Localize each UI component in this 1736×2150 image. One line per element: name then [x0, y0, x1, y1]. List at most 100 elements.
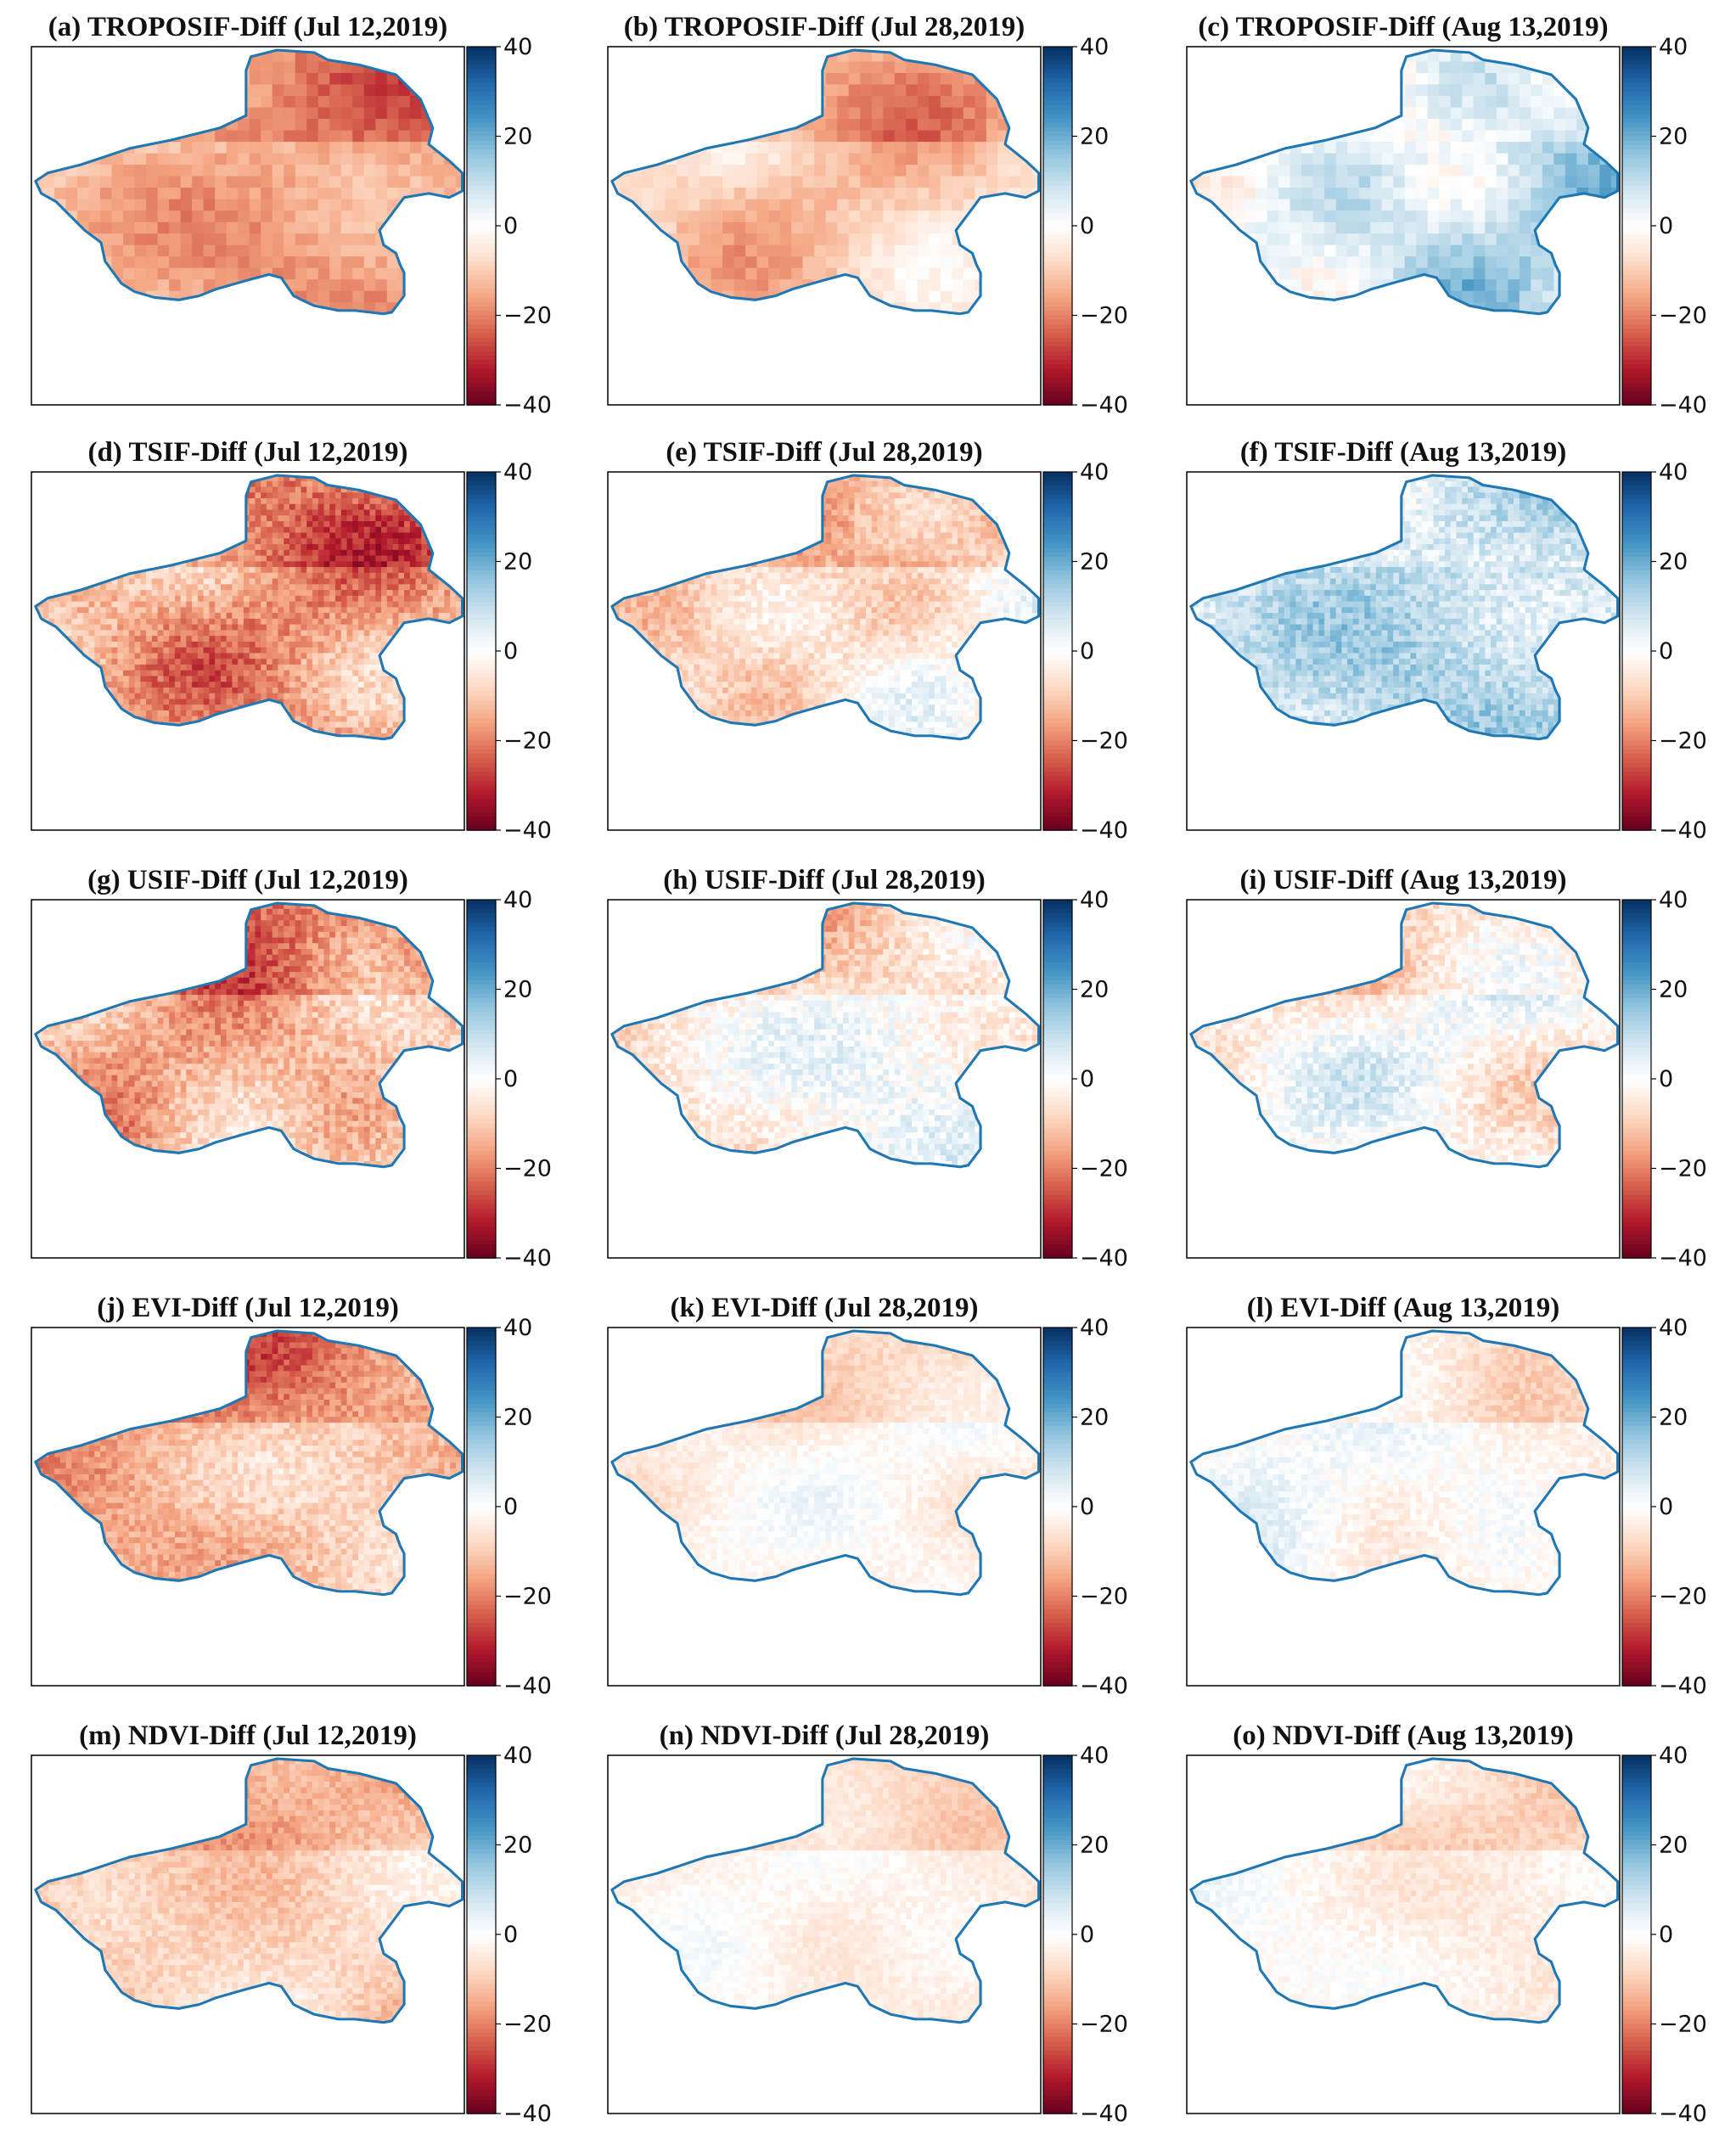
raster-cell — [284, 595, 290, 603]
raster-cell — [986, 153, 998, 166]
raster-cell — [1233, 199, 1245, 211]
raster-cell — [1427, 233, 1440, 246]
raster-cell — [409, 578, 417, 585]
raster-cell — [779, 256, 792, 269]
raster-cell — [848, 188, 861, 200]
raster-cell — [134, 153, 147, 166]
raster-cell — [249, 532, 256, 539]
raster-cell — [1531, 73, 1543, 86]
raster-cell — [163, 595, 170, 603]
raster-cell — [203, 636, 210, 643]
map-panel-b: (b) TROPOSIF-Diff (Jul 28,2019) — [607, 12, 1042, 406]
raster-cell — [381, 538, 388, 545]
raster-cell — [278, 624, 284, 631]
raster-cell — [272, 601, 279, 608]
raster-cell — [699, 244, 712, 257]
raster-cell — [261, 142, 273, 154]
panel-title-c: (c) TROPOSIF-Diff (Aug 13,2019) — [1198, 12, 1608, 42]
raster-cell — [1496, 233, 1508, 246]
raster-cell — [197, 601, 205, 608]
raster-cell — [255, 572, 261, 580]
raster-cell — [220, 578, 228, 585]
raster-cell — [1473, 233, 1486, 246]
raster-cell — [432, 176, 445, 188]
raster-cell — [848, 107, 861, 120]
raster-cell — [415, 595, 422, 603]
raster-cell — [340, 590, 348, 597]
raster-cell — [1335, 233, 1348, 246]
raster-cell — [163, 624, 170, 631]
raster-cell — [1221, 176, 1233, 188]
raster-cell — [340, 601, 348, 608]
raster-cell — [301, 480, 307, 488]
raster-cell — [323, 572, 330, 580]
raster-cell — [272, 153, 284, 166]
raster-cell — [756, 199, 769, 211]
raster-cell — [358, 549, 365, 557]
raster-cell — [1450, 244, 1463, 257]
raster-cell — [203, 555, 210, 562]
raster-cell — [151, 578, 159, 585]
raster-cell — [340, 618, 348, 626]
raster-cell — [986, 165, 998, 177]
raster-cell — [146, 165, 159, 177]
raster-cell — [128, 572, 136, 580]
raster-cell — [1519, 84, 1531, 97]
raster-cell — [1450, 130, 1463, 143]
raster-cell — [215, 641, 222, 648]
raster-cell — [249, 73, 261, 86]
raster-cell — [335, 618, 342, 626]
raster-cell — [209, 601, 216, 608]
raster-cell — [1473, 244, 1486, 257]
raster-cell — [1485, 107, 1497, 120]
raster-cell — [398, 538, 405, 545]
raster-cell — [398, 130, 411, 143]
raster-cell — [220, 607, 228, 614]
raster-cell — [317, 199, 330, 211]
raster-cell — [386, 636, 394, 643]
raster-cell — [123, 188, 136, 200]
raster-cell — [1496, 222, 1508, 234]
raster-cell — [266, 509, 273, 516]
raster-cell — [940, 73, 952, 86]
raster-cell — [59, 607, 67, 614]
raster-cell — [1439, 188, 1452, 200]
raster-cell — [278, 521, 284, 528]
raster-cell — [381, 509, 388, 516]
raster-cell — [952, 107, 964, 120]
raster-cell — [1324, 267, 1337, 280]
raster-cell — [209, 561, 216, 568]
raster-cell — [906, 279, 919, 292]
raster-cell — [255, 613, 261, 620]
raster-cell — [358, 601, 365, 608]
raster-cell — [146, 578, 153, 585]
raster-cell — [215, 607, 222, 614]
raster-cell — [386, 119, 399, 132]
raster-cell — [883, 142, 896, 154]
raster-cell — [779, 199, 792, 211]
raster-cell — [1278, 165, 1291, 177]
raster-cell — [1404, 130, 1417, 143]
raster-cell — [1462, 61, 1475, 74]
raster-cell — [381, 601, 388, 608]
raster-cell — [335, 549, 342, 557]
raster-cell — [203, 267, 216, 280]
raster-cell — [814, 153, 827, 166]
raster-cell — [249, 601, 256, 608]
raster-cell — [952, 211, 964, 223]
raster-cell — [421, 549, 428, 557]
raster-cell — [329, 84, 342, 97]
raster-cell — [238, 549, 244, 557]
raster-cell — [1278, 211, 1291, 223]
raster-cell — [1312, 267, 1325, 280]
raster-cell — [917, 130, 930, 143]
raster-cell — [358, 503, 365, 511]
raster-cell — [1347, 142, 1360, 154]
raster-cell — [261, 61, 273, 74]
raster-cell — [255, 555, 261, 562]
raster-cell — [363, 142, 376, 154]
raster-cell — [146, 595, 153, 603]
raster-cell — [306, 492, 313, 499]
raster-cell — [243, 555, 250, 562]
raster-cell — [105, 630, 113, 637]
